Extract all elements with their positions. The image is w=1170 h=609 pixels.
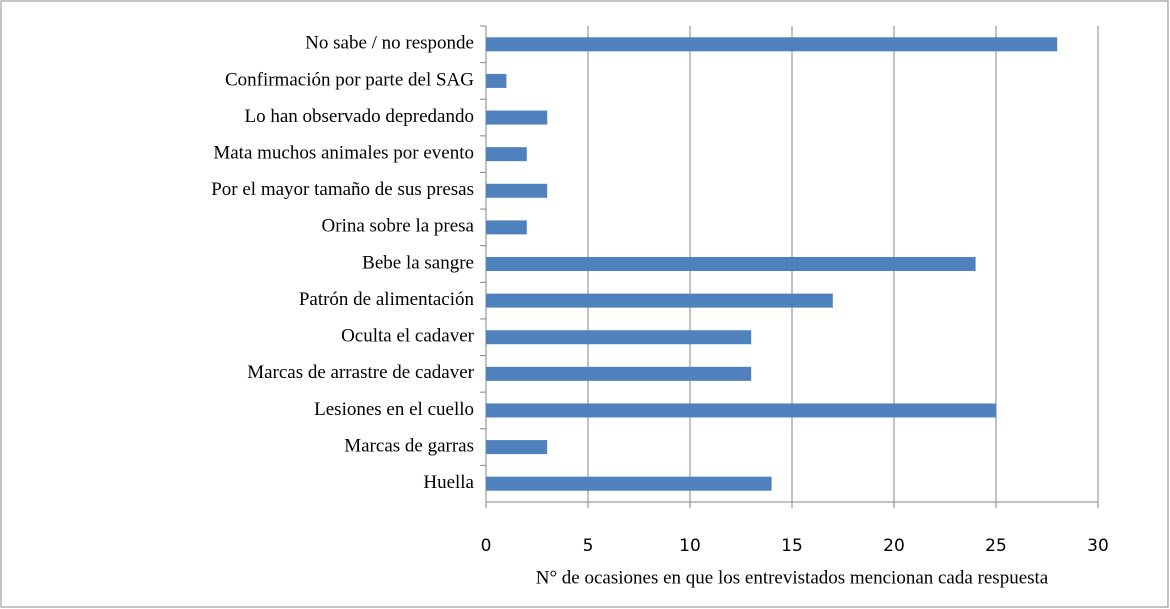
bar [486,440,548,455]
x-tick-label: 20 [883,536,905,556]
bar [486,366,752,381]
y-tick-label: Bebe la sangre [362,252,474,273]
bar [486,147,527,162]
y-tick-label: Confirmación por parte del SAG [225,69,474,90]
x-tick-label: 25 [985,536,1007,556]
y-tick-label: Marcas de garras [344,435,474,456]
x-tick-label: 0 [481,536,492,556]
x-tick-label: 10 [679,536,701,556]
y-tick-label: Huella [423,472,474,493]
bar [486,110,548,125]
y-tick-label: Mata muchos animales por evento [213,143,474,164]
bar [486,330,752,345]
y-tick-label: No sabe / no responde [305,33,474,54]
y-tick-label: Lesiones en el cuello [314,399,474,420]
y-tick-label: Orina sobre la presa [322,216,475,237]
x-axis-title: N° de ocasiones en que los entrevistados… [536,567,1049,588]
x-tick-label: 30 [1087,536,1109,556]
bar [486,37,1058,52]
y-tick-label: Patrón de alimentación [299,289,475,310]
x-tick-label: 15 [781,536,803,556]
y-tick-label: Lo han observado depredando [244,106,474,127]
bar [486,476,772,491]
y-tick-label: Por el mayor tamaño de sus presas [211,179,474,200]
y-tick-label: Oculta el cadaver [341,326,475,347]
x-tick-label: 5 [583,536,594,556]
bar [486,73,507,88]
y-tick-label: Marcas de arrastre de cadaver [247,362,474,383]
bar [486,220,527,235]
bar [486,183,548,198]
bar [486,403,996,418]
bar [486,257,976,271]
bar [486,293,833,308]
